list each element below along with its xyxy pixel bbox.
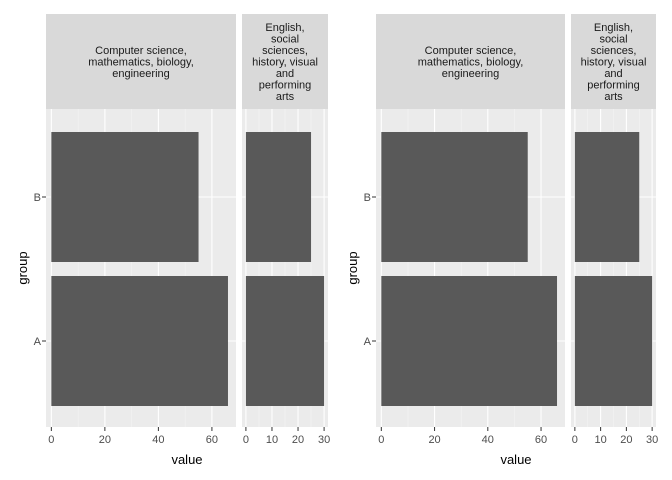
facet-strip [242,14,328,109]
bar-b [245,132,312,262]
y-tick-label: A [364,336,372,348]
x-tick-label: 20 [620,434,632,446]
x-tick-label: 20 [428,434,440,446]
facet-strip-label: sciences, [262,45,308,57]
facet-strip-label: mathematics, biology, [88,57,194,69]
facet-strip-label: social [271,34,299,46]
x-tick-label: 0 [378,434,384,446]
x-tick-label: 20 [292,434,304,446]
x-tick-label: 30 [646,434,658,446]
x-tick-label: 0 [48,434,54,446]
facet-2-1: Computer science,mathematics, biology,en… [376,14,565,446]
chart-1: Computer science,mathematics, biology,en… [15,14,330,467]
y-tick-label: B [34,192,41,204]
facet-strip-label: performing [259,80,312,92]
facet-strip-label: sciences, [591,45,637,57]
x-tick-label: 10 [266,434,278,446]
bar-a [574,276,653,406]
x-axis-title: value [171,452,202,467]
bar-a [381,276,558,406]
x-tick-label: 0 [243,434,249,446]
bar-b [51,132,199,262]
chart-2: Computer science,mathematics, biology,en… [345,14,658,467]
facet-strip [376,14,565,109]
facet-1-1: Computer science,mathematics, biology,en… [46,14,236,446]
facet-strip-label: history, visual [252,57,318,69]
x-tick-label: 40 [482,434,494,446]
facet-strip-label: mathematics, biology, [418,57,524,69]
x-tick-label: 60 [206,434,218,446]
facet-strip-label: arts [604,91,623,103]
y-tick-label: A [34,336,42,348]
x-tick-label: 20 [99,434,111,446]
facet-strip-label: English, [594,22,633,34]
bar-a [245,276,325,406]
facet-strip-label: and [604,68,622,80]
facet-strip-label: history, visual [581,57,647,69]
facet-strip-label: arts [276,91,295,103]
bar-b [574,132,640,262]
facet-strip-label: social [599,34,627,46]
facet-strip-label: English, [265,22,304,34]
x-tick-label: 60 [535,434,547,446]
bar-b [381,132,528,262]
y-axis-title: group [345,251,360,284]
facet-strip [46,14,236,109]
facet-strip-label: and [276,68,294,80]
facet-strip [571,14,656,109]
x-tick-label: 40 [152,434,164,446]
y-tick-label: B [364,192,371,204]
y-axis-title: group [15,251,30,284]
x-axis-title: value [500,452,531,467]
facet-strip-label: Computer science, [95,45,187,57]
bar-a [51,276,228,406]
x-tick-label: 10 [594,434,606,446]
facet-strip-label: Computer science, [425,45,517,57]
x-tick-label: 30 [318,434,330,446]
facet-strip-label: engineering [112,68,170,80]
facet-strip-label: engineering [442,68,500,80]
facet-strip-label: performing [587,80,640,92]
x-tick-label: 0 [572,434,578,446]
